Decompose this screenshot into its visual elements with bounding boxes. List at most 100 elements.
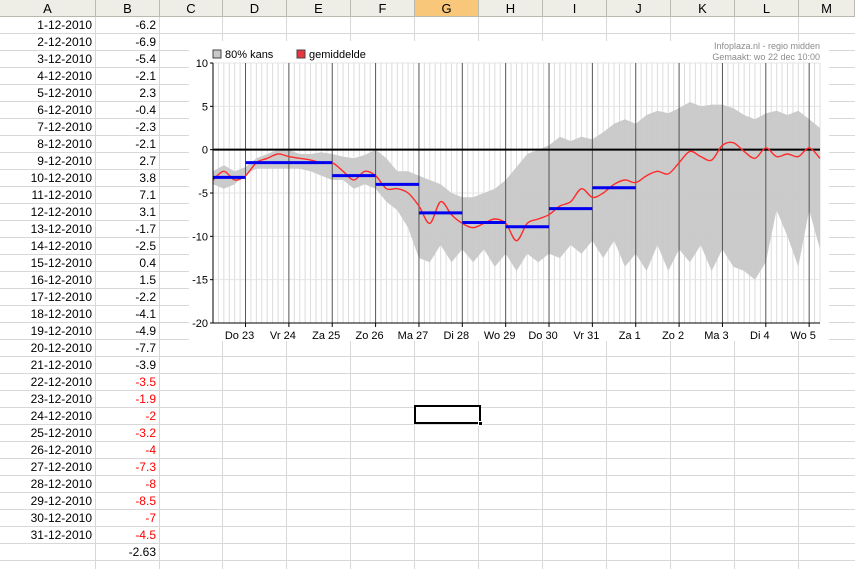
cell-b[interactable]: -8.5 (135, 494, 156, 508)
column-header-h[interactable]: H (479, 0, 543, 17)
cell-b[interactable]: 2.3 (139, 86, 156, 100)
source-label: Infoplaza.nl - regio midden (714, 41, 820, 51)
cell-a[interactable]: 19-12-2010 (30, 324, 92, 338)
cell-b[interactable]: -3.9 (135, 358, 156, 372)
y-tick-label: -5 (198, 188, 208, 200)
cell-b[interactable]: -3.2 (135, 426, 156, 440)
column-header-b[interactable]: B (96, 0, 160, 17)
cell-a[interactable]: 12-12-2010 (30, 205, 92, 219)
cell-a[interactable]: 6-12-2010 (37, 103, 92, 117)
cell-b[interactable]: -8 (145, 477, 156, 491)
cell-a[interactable]: 17-12-2010 (30, 290, 92, 304)
cell-b[interactable]: -6.2 (135, 18, 156, 32)
x-tick-label: Za 1 (619, 330, 641, 341)
cell-a[interactable] (0, 544, 95, 561)
gridline-horizontal (0, 373, 855, 374)
cell-b[interactable]: -7 (145, 511, 156, 525)
cell-b[interactable]: -4.5 (135, 528, 156, 542)
x-tick-label: Za 25 (312, 330, 340, 341)
cell-a[interactable]: 31-12-2010 (30, 528, 92, 542)
cell-a[interactable]: 13-12-2010 (30, 222, 92, 236)
cell-a[interactable]: 1-12-2010 (37, 18, 92, 32)
cell-a[interactable]: 10-12-2010 (30, 171, 92, 185)
cell-b[interactable]: -1.9 (135, 392, 156, 406)
gridline-horizontal (0, 33, 855, 34)
cell-a[interactable]: 15-12-2010 (30, 256, 92, 270)
cell-a[interactable]: 29-12-2010 (30, 494, 92, 508)
x-tick-label: Di 4 (750, 330, 770, 341)
cell-b[interactable]: -6.9 (135, 35, 156, 49)
fill-handle[interactable] (478, 421, 483, 426)
cell-b[interactable]: -4 (145, 443, 156, 457)
cell-b[interactable]: -0.4 (135, 103, 156, 117)
column-header-e[interactable]: E (287, 0, 351, 17)
cell-b[interactable]: 3.1 (139, 205, 156, 219)
cell-a[interactable]: 7-12-2010 (37, 120, 92, 134)
cell-b[interactable]: -2.1 (135, 137, 156, 151)
active-cell[interactable] (414, 405, 483, 426)
y-tick-label: -15 (192, 275, 208, 287)
column-header-a[interactable]: A (0, 0, 96, 17)
column-header-d[interactable]: D (223, 0, 287, 17)
cell-a[interactable]: 30-12-2010 (30, 511, 92, 525)
cell-b[interactable]: -2.1 (135, 69, 156, 83)
cell-b[interactable]: -1.7 (135, 222, 156, 236)
band-80pct (213, 102, 820, 280)
cell-b[interactable]: -4.1 (135, 307, 156, 321)
cell-b[interactable]: 7.1 (139, 188, 156, 202)
cell-a[interactable]: 24-12-2010 (30, 409, 92, 423)
cell-b[interactable]: -2 (145, 409, 156, 423)
cell-a[interactable]: 27-12-2010 (30, 460, 92, 474)
cell-a[interactable]: 5-12-2010 (37, 86, 92, 100)
gridline-horizontal (0, 441, 855, 442)
cell-b[interactable]: -2.5 (135, 239, 156, 253)
cell-b[interactable]: 2.7 (139, 154, 156, 168)
x-tick-label: Di 28 (443, 330, 469, 341)
cell-b[interactable]: -2.3 (135, 120, 156, 134)
cell-a[interactable]: 9-12-2010 (37, 154, 92, 168)
created-label: Gemaakt: wo 22 dec 10:00 (712, 52, 820, 62)
x-tick-label: Zo 2 (662, 330, 684, 341)
gridline-horizontal (0, 458, 855, 459)
cell-a[interactable]: 21-12-2010 (30, 358, 92, 372)
column-header-l[interactable]: L (735, 0, 799, 17)
column-header-f[interactable]: F (351, 0, 415, 17)
cell-a[interactable]: 20-12-2010 (30, 341, 92, 355)
column-header-i[interactable]: I (543, 0, 607, 17)
gridline-horizontal (0, 560, 855, 561)
cell-a[interactable]: 16-12-2010 (30, 273, 92, 287)
column-header-g[interactable]: G (415, 0, 479, 17)
cell-b[interactable]: -3.5 (135, 375, 156, 389)
cell-b[interactable]: -4.9 (135, 324, 156, 338)
cell-a[interactable]: 25-12-2010 (30, 426, 92, 440)
y-tick-label: -10 (192, 231, 208, 243)
y-tick-label: 0 (202, 145, 208, 157)
cell-a[interactable]: 18-12-2010 (30, 307, 92, 321)
legend-label-mean: gemiddelde (309, 49, 366, 61)
cell-b[interactable]: -7.7 (135, 341, 156, 355)
cell-b[interactable]: -2.2 (135, 290, 156, 304)
cell-a[interactable]: 2-12-2010 (37, 35, 92, 49)
cell-a[interactable]: 4-12-2010 (37, 69, 92, 83)
cell-a[interactable]: 22-12-2010 (30, 375, 92, 389)
cell-b[interactable]: 3.8 (139, 171, 156, 185)
cell-a[interactable]: 3-12-2010 (37, 52, 92, 66)
column-header-m[interactable]: M (799, 0, 855, 17)
cell-a[interactable]: 14-12-2010 (30, 239, 92, 253)
x-tick-label: Zo 26 (356, 330, 384, 341)
cell-a[interactable]: 28-12-2010 (30, 477, 92, 491)
cell-b[interactable]: 0.4 (139, 256, 156, 270)
gridline-horizontal (0, 390, 855, 391)
cell-a[interactable]: 11-12-2010 (31, 188, 93, 202)
cell-b[interactable]: -7.3 (135, 460, 156, 474)
cell-b[interactable]: -2.63 (128, 545, 156, 559)
column-header-c[interactable]: C (160, 0, 223, 17)
cell-a[interactable]: 23-12-2010 (30, 392, 92, 406)
column-header-k[interactable]: K (671, 0, 735, 17)
cell-a[interactable]: 8-12-2010 (37, 137, 92, 151)
column-header-j[interactable]: J (607, 0, 671, 17)
cell-b[interactable]: -5.4 (135, 52, 156, 66)
cell-b[interactable]: 1.5 (139, 273, 156, 287)
temperature-chart[interactable]: 10 5 0 -5 -10 -15 -20 Do 23 Vr 24 Za 25 Zo 26 Ma 27… (189, 41, 829, 341)
cell-a[interactable]: 26-12-2010 (30, 443, 92, 457)
